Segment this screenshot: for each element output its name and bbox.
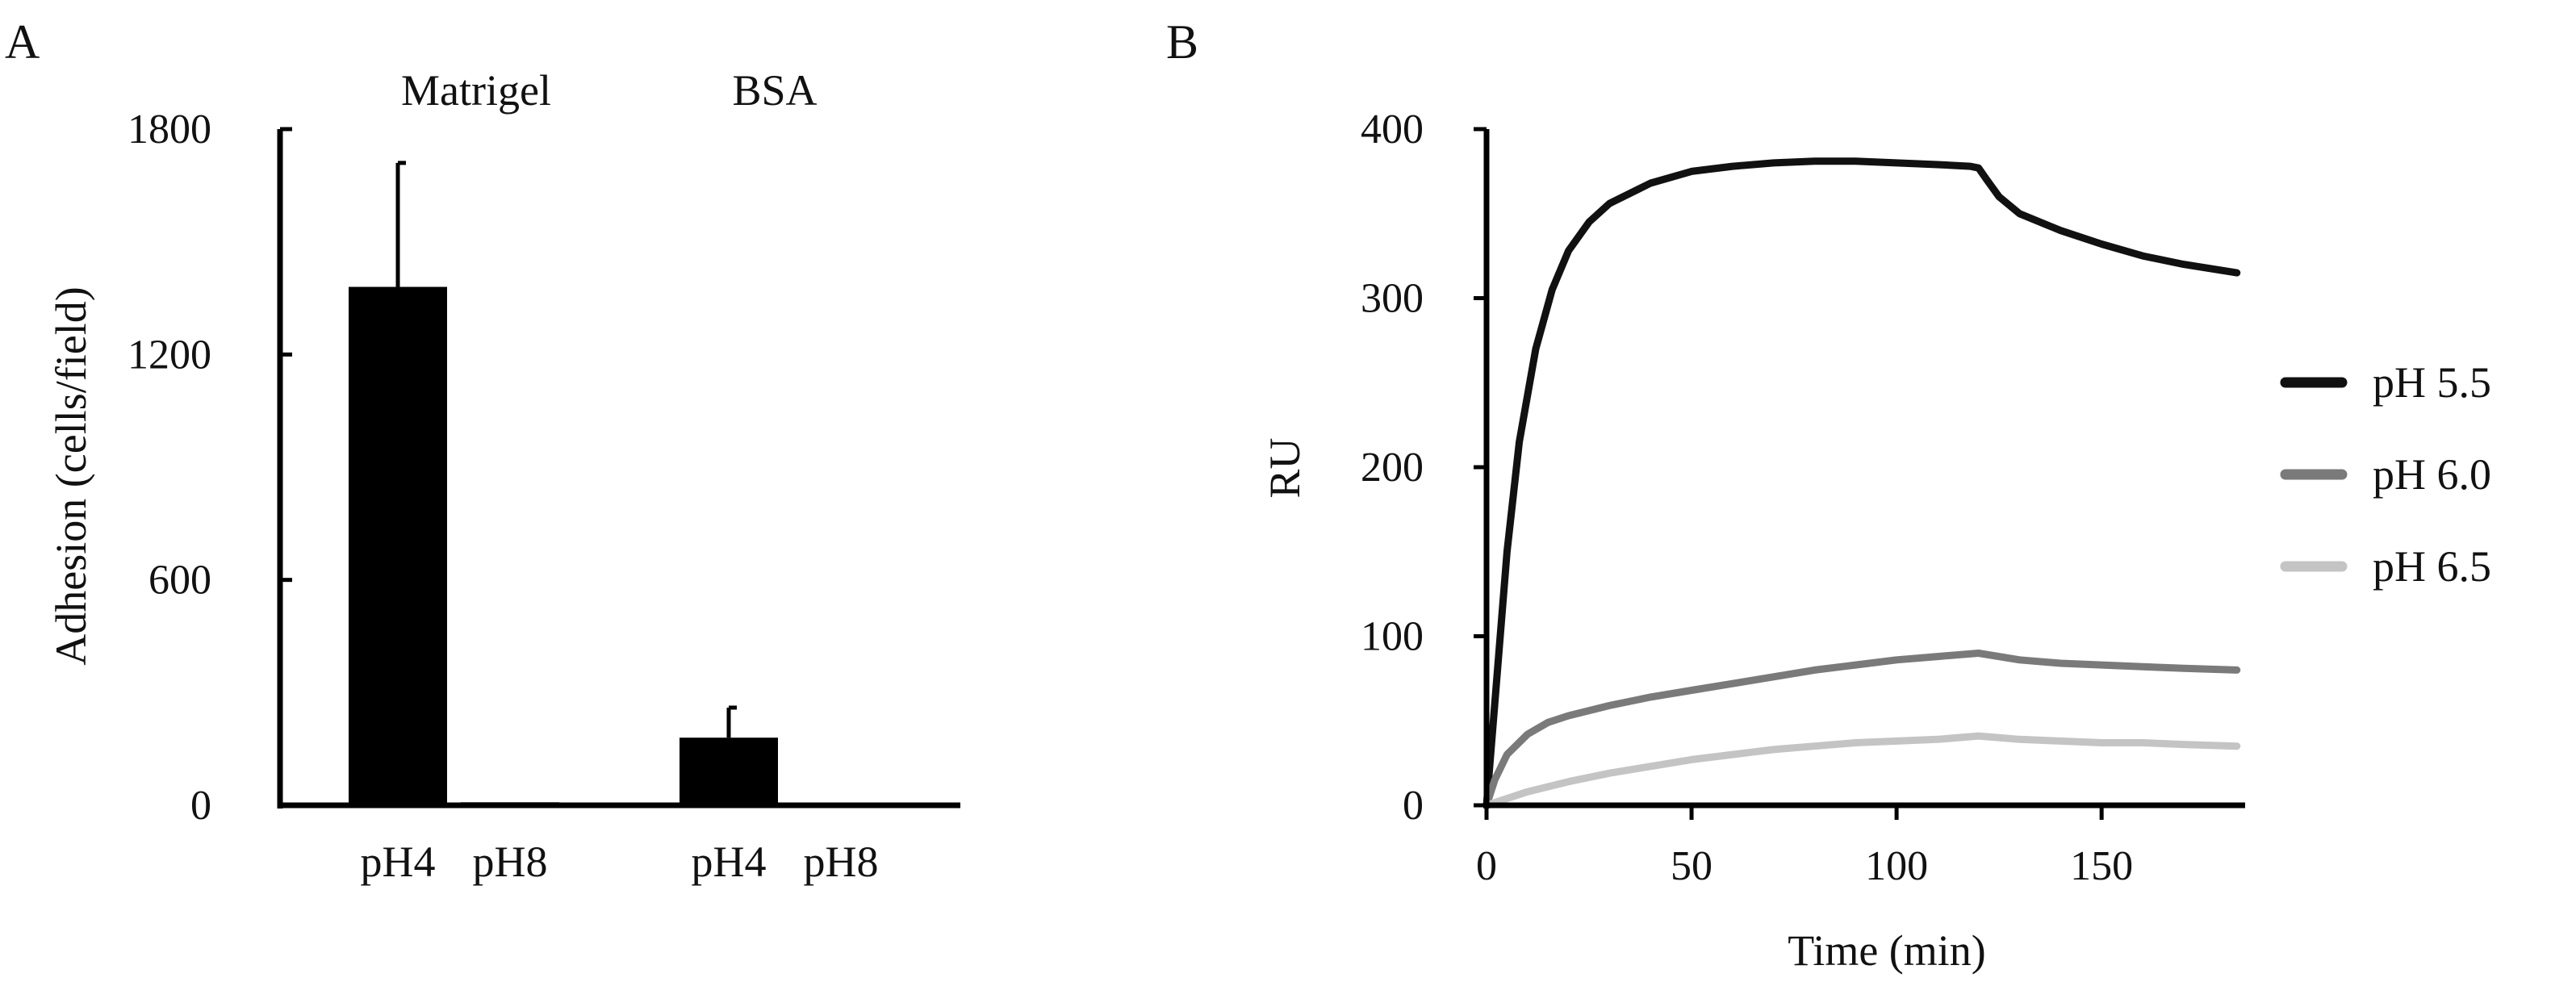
b-y-tick-label: 400 — [1361, 107, 1424, 153]
b-y-tick-label: 0 — [1403, 783, 1424, 829]
series-line-ph-6-0 — [1482, 650, 2241, 809]
b-y-axis-label: RU — [1261, 437, 1309, 498]
bar-matrigel-ph4 — [349, 286, 447, 805]
panel-a-label: A — [5, 15, 40, 69]
line-chart-ru: 0 100 200 300 400 0 50 100 150 RU Time (min) pH… — [1261, 107, 2491, 975]
bar-bsa-ph4 — [680, 738, 778, 805]
a-y-tick-label: 1200 — [128, 332, 211, 378]
a-y-tick-label: 1800 — [128, 107, 211, 153]
b-y-tick-label: 200 — [1361, 445, 1424, 491]
b-x-tick-label: 50 — [1671, 843, 1712, 889]
panel-b-label: B — [1166, 15, 1198, 69]
a-y-tick-label: 0 — [190, 783, 211, 829]
a-x-tick-label: pH4 — [692, 838, 767, 886]
a-x-tick-label: pH8 — [804, 838, 879, 886]
b-y-tick-label: 100 — [1361, 614, 1424, 660]
series-line-ph-6-5 — [1482, 732, 2241, 809]
bar-chart-adhesion: 0 600 1200 1800 pH4 pH8 pH4 pH8 Matrigel BSA Ad… — [47, 66, 960, 886]
a-y-axis-label: Adhesion (cells/field) — [47, 286, 95, 665]
b-x-axis-label: Time (min) — [1788, 926, 1986, 975]
a-y-tick-label: 600 — [148, 558, 211, 604]
a-group-label-matrigel: Matrigel — [401, 66, 551, 115]
b-x-tick-label: 100 — [1865, 843, 1928, 889]
b-x-tick-label: 0 — [1476, 843, 1497, 889]
a-x-tick-label: pH8 — [473, 838, 548, 886]
b-x-tick-label: 150 — [2070, 843, 2133, 889]
a-x-tick-label: pH4 — [361, 838, 436, 886]
b-y-tick-label: 300 — [1361, 276, 1424, 322]
legend-label: pH 5.5 — [2373, 358, 2491, 407]
a-group-label-bsa: BSA — [732, 66, 817, 115]
legend-label: pH 6.0 — [2373, 450, 2491, 499]
series-line-ph-5-5 — [1482, 157, 2241, 809]
legend-label: pH 6.5 — [2373, 542, 2491, 591]
